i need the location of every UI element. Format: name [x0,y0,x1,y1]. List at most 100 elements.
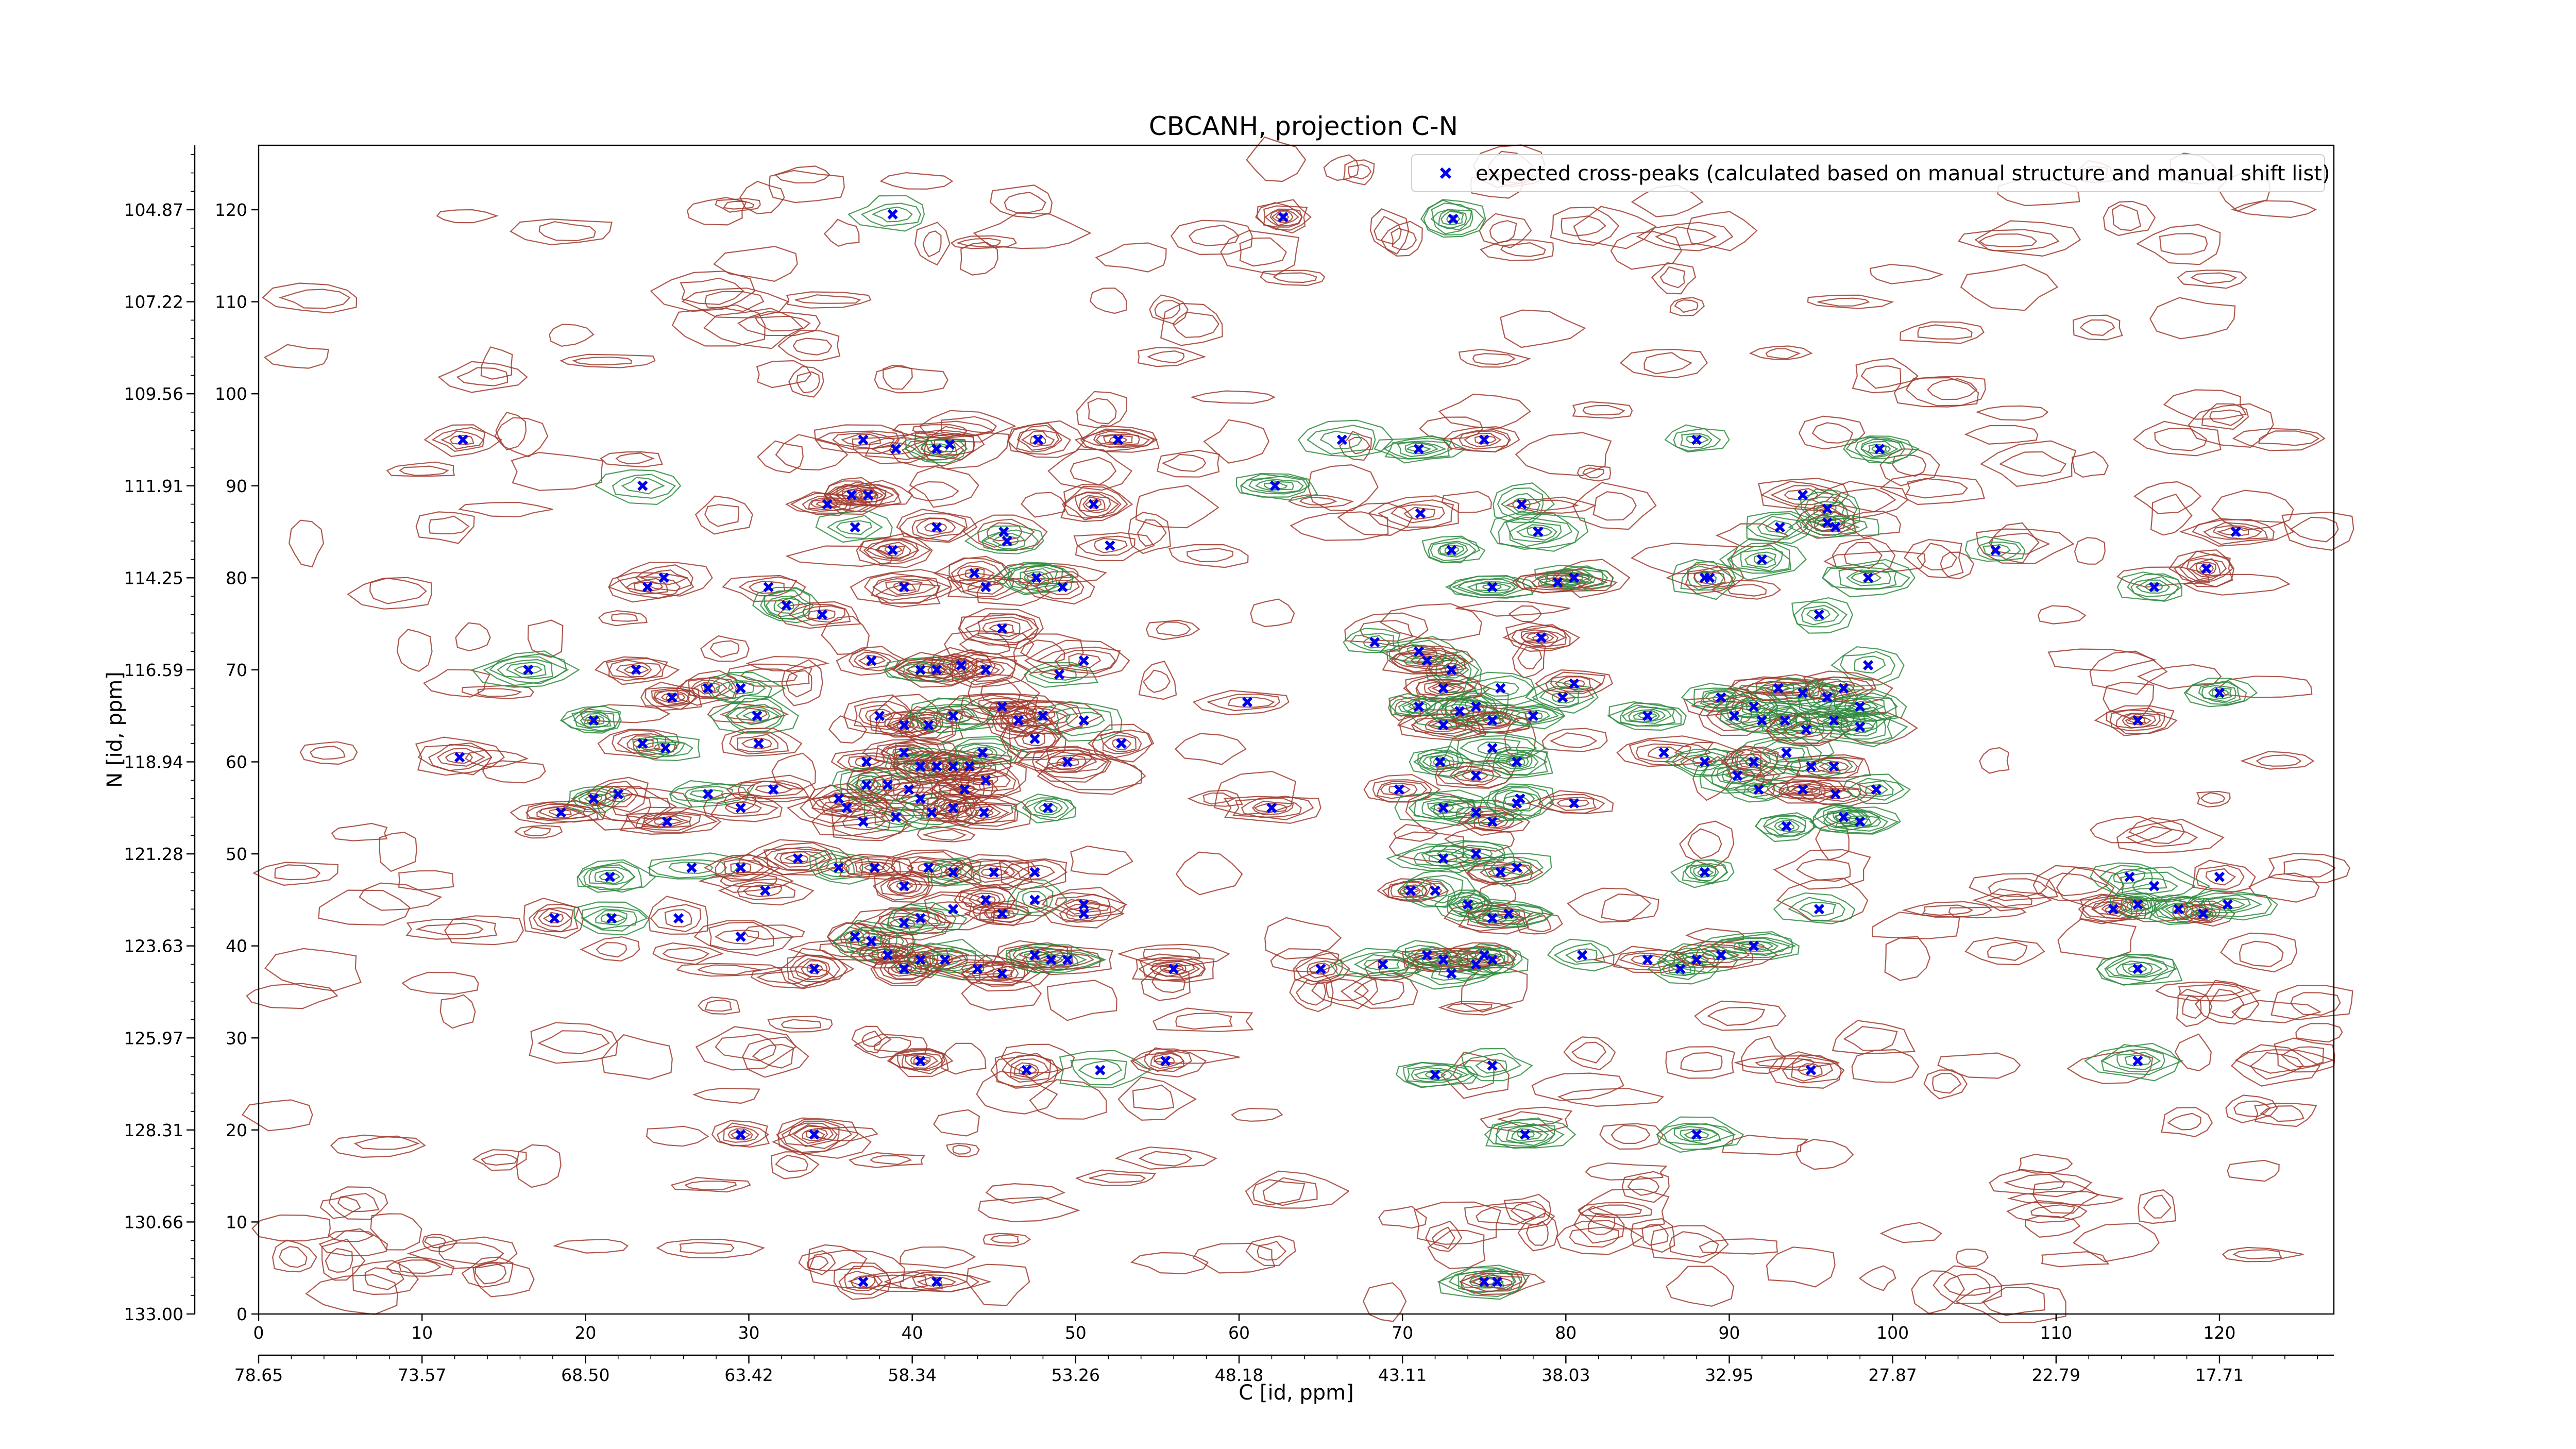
noise-contour-ring [1295,979,1327,1006]
noise-contour-ring [305,1274,398,1315]
noise-contour-ring [1599,1123,1664,1150]
noise-contour-ring [1749,345,1813,360]
peak-contour-ring [1850,572,1882,584]
peak-marker [673,913,684,924]
peak-contour-ring [1801,604,1840,626]
chart-title: CBCANH, projection C-N [1149,111,1458,141]
peak-marker [613,788,623,800]
peak-marker [931,664,942,676]
noise-contour-ring [1715,523,1789,547]
peak-contour-ring [1241,797,1302,818]
noise-contour-ring [464,749,529,768]
peak-contour-ring [1512,498,1531,512]
noise-contour-ring [882,365,913,390]
noise-contour-ring [944,630,1035,663]
peak-contour-ring [748,580,786,594]
noise-contour-ring [264,948,362,992]
peak-contour-ring [1436,841,1506,865]
peak-marker [606,913,617,924]
peak-contour-ring [850,1275,876,1289]
peak-contour-ring [1502,624,1571,650]
noise-contour-ring [752,1043,794,1069]
peak-contour-ring [781,1120,840,1149]
peak-contour-ring [1408,794,1477,820]
peak-contour-ring [1733,779,1786,800]
peak-contour-ring [1526,632,1554,643]
noise-contour-ring [2232,428,2326,451]
peak-contour-ring [423,424,503,457]
peak-marker [882,779,893,790]
peak-marker [1495,683,1506,694]
peak-contour-ring [1453,769,1495,783]
peak-contour-ring [2199,897,2251,912]
peak-marker-stroke-b [1519,1129,1531,1140]
peak-contour-ring [1765,520,1794,535]
noise-contour-ring [1175,851,1243,896]
noise-contour-ring [598,610,648,627]
peak-marker-stroke-b [1446,664,1457,676]
noise-contour-ring [1500,309,1586,348]
y-secondary-tick-label: 125.97 [124,1028,183,1048]
peak-contour-ring [1064,898,1101,912]
peak-contour-ring [896,509,978,543]
noise-contour-ring [274,864,321,881]
noise-contour-ring [1464,1201,1555,1231]
noise-contour-ring [2128,817,2185,845]
noise-contour-ring [2159,233,2208,255]
peak-contour-ring [1685,954,1709,965]
peak-contour-ring [1509,706,1560,725]
peak-contour-ring [962,658,1016,682]
peak-marker [1438,954,1449,965]
peak-contour-ring [1982,544,2011,557]
peak-contour-ring [1820,680,1866,697]
peak-marker-stroke-b [1054,669,1065,680]
peak-contour-ring [1475,1058,1507,1074]
peak-contour-ring [964,613,1039,644]
peak-marker-stroke-b [1487,743,1498,753]
peak-marker [1105,540,1115,551]
peak-contour-ring [991,909,1015,919]
peak-marker [866,936,877,947]
noise-contour-ring [278,289,351,309]
peak-marker-stroke-b [998,526,1009,537]
noise-contour-ring [1549,732,1598,748]
peak-contour-ring [1485,1119,1577,1149]
noise-contour-ring [1869,264,1944,284]
peak-contour-ring [802,1128,828,1141]
peak-marker [1029,950,1040,961]
peak-contour-ring [954,654,1018,685]
peak-marker-stroke-b [1642,954,1653,965]
peak-marker [1078,899,1089,910]
noise-contour-ring [1541,728,1608,752]
noise-contour-ring [2045,872,2109,897]
noise-contour-ring [2182,995,2202,1019]
peak-marker-stroke-b [972,964,983,974]
peak-contour-ring [1406,1064,1469,1083]
peak-marker-stroke-b [861,756,872,767]
peak-marker-stroke-b [1642,711,1653,721]
x-tick-label: 80 [1555,1323,1577,1343]
peak-marker [1855,816,1866,827]
peak-contour-ring [854,489,884,501]
peak-contour-ring [431,427,486,452]
noise-contour-ring [263,344,329,369]
peak-contour-ring [1524,680,1599,714]
peak-contour-ring [1413,749,1464,772]
peak-contour-ring [1458,948,1523,973]
peak-contour-ring [1629,739,1713,767]
peak-contour-ring [1797,682,1857,715]
peak-marker-stroke-b [703,683,714,694]
peak-marker-stroke-b [1088,499,1099,510]
noise-contour-ring [1685,928,1744,943]
noise-contour-ring [2176,988,2213,1027]
noise-contour-ring [2250,1052,2304,1080]
x-axis-label: C [id, ppm] [1239,1381,1354,1405]
peak-contour-ring [977,616,1033,641]
noise-contour-ring [1070,457,1117,486]
peak-contour-ring [1059,903,1112,923]
peak-contour-ring [1403,507,1436,520]
peak-contour-ring [2127,573,2182,601]
peak-marker-stroke-b [1078,908,1089,919]
peak-contour-ring [1374,435,1467,464]
peak-contour-ring [1482,783,1554,816]
